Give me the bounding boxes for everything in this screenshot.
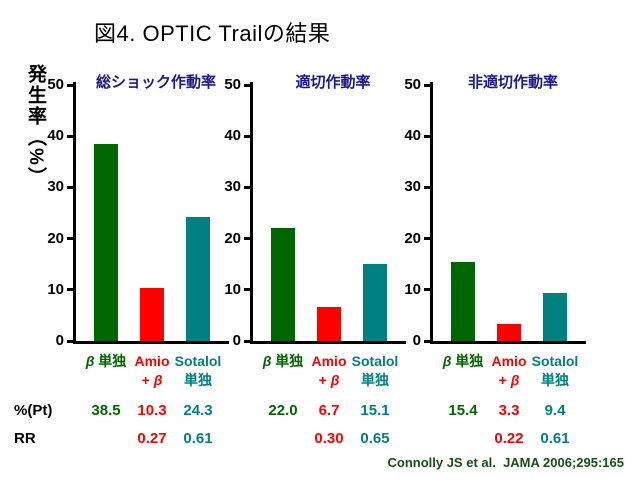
tick-label: 30 — [404, 178, 421, 196]
plot-area — [433, 85, 583, 341]
x-axis-line — [73, 341, 229, 344]
pct-value: 15.4 — [448, 402, 478, 419]
category-label: Sotalol 単独 — [531, 353, 579, 388]
tick-mark — [244, 83, 251, 87]
x-axis-line — [430, 341, 586, 344]
tick-label: 50 — [224, 76, 241, 93]
tick-mark — [244, 288, 251, 292]
pct-value: 38.5 — [91, 402, 121, 419]
tick-mark — [67, 237, 74, 241]
category-label: β 単独 — [262, 353, 304, 369]
tick-mark — [67, 339, 74, 343]
tick-mark — [67, 83, 74, 87]
rr-values: 0.30 0.65 — [253, 430, 403, 450]
rr-values: 0.27 0.61 — [76, 430, 226, 450]
tick-label: 20 — [224, 229, 241, 247]
tick-mark — [244, 339, 251, 343]
category-label: Sotalol 単独 — [174, 353, 222, 388]
tick-label: 0 — [412, 332, 421, 349]
y-axis-line — [73, 82, 76, 344]
category-label: Amio + β — [134, 353, 170, 388]
y-axis-line — [250, 82, 253, 344]
pct-value: 24.3 — [183, 402, 213, 419]
bar-amio-plus-beta — [140, 288, 164, 341]
tick-mark — [424, 134, 431, 138]
chart-title: 適切作動率 — [295, 74, 371, 91]
plot-area — [76, 85, 226, 341]
tick-mark — [67, 288, 74, 292]
pct-value: 15.1 — [360, 402, 390, 419]
tick-mark — [424, 237, 431, 241]
bar-beta-alone — [94, 143, 118, 341]
row-label-percent-pt: %(Pt) — [14, 402, 53, 419]
rr-values: 0.22 0.61 — [433, 430, 583, 450]
plot-area — [253, 85, 403, 341]
rr-value: 0.22 — [494, 430, 524, 447]
pct-value: 22.0 — [268, 402, 298, 419]
x-axis-line — [250, 341, 406, 344]
category-label: β 単独 — [442, 353, 484, 369]
bar-sotalol-alone — [363, 263, 387, 341]
tick-mark — [244, 134, 251, 138]
tick-label: 0 — [55, 332, 64, 349]
y-axis-line — [430, 82, 433, 344]
pct-values: 38.5 10.3 24.3 — [76, 402, 226, 422]
tick-label: 10 — [404, 280, 421, 298]
bar-beta-alone — [271, 228, 295, 341]
tick-label: 30 — [224, 178, 241, 196]
bar-amio-plus-beta — [317, 306, 341, 341]
rr-value: 0.27 — [137, 430, 167, 447]
tick-label: 10 — [47, 280, 64, 298]
tick-label: 20 — [404, 229, 421, 247]
tick-mark — [67, 185, 74, 189]
rr-value: 0.61 — [540, 430, 570, 447]
category-label: β 単独 — [85, 353, 127, 369]
pct-values: 15.4 3.3 9.4 — [433, 402, 583, 422]
tick-mark — [424, 339, 431, 343]
page-title: 図4. OPTIC Trailの結果 — [94, 21, 331, 46]
tick-mark — [67, 134, 74, 138]
category-labels: β 単独 Amio + β Sotalol 単独 — [253, 352, 403, 394]
tick-mark — [424, 83, 431, 87]
tick-mark — [424, 185, 431, 189]
pct-value: 10.3 — [137, 402, 167, 419]
tick-label: 30 — [47, 178, 64, 196]
rr-value: 0.65 — [360, 430, 390, 447]
tick-label: 40 — [224, 127, 241, 145]
chart-title: 非適切作動率 — [467, 74, 558, 91]
category-label: Amio + β — [311, 353, 347, 388]
bar-beta-alone — [451, 262, 475, 341]
bar-amio-plus-beta — [497, 324, 521, 341]
category-label: Sotalol 単独 — [351, 353, 399, 388]
category-label: Amio + β — [491, 353, 527, 388]
tick-mark — [244, 237, 251, 241]
tick-label: 40 — [404, 127, 421, 145]
category-labels: β 単独 Amio + β Sotalol 単独 — [76, 352, 226, 394]
y-axis-label: 発生率（%） — [25, 64, 46, 188]
rr-value: 0.61 — [183, 430, 213, 447]
tick-label: 40 — [47, 127, 64, 145]
pct-value: 6.7 — [318, 402, 340, 419]
pct-value: 3.3 — [498, 402, 520, 419]
bar-sotalol-alone — [543, 292, 567, 341]
tick-label: 50 — [47, 76, 64, 93]
chart-title: 総ショック作動率 — [95, 74, 216, 91]
tick-label: 20 — [47, 229, 64, 247]
tick-label: 0 — [232, 332, 241, 349]
category-labels: β 単独 Amio + β Sotalol 単独 — [433, 352, 583, 394]
pct-values: 22.0 6.7 15.1 — [253, 402, 403, 422]
tick-label: 50 — [404, 76, 421, 93]
tick-mark — [244, 185, 251, 189]
pct-value: 9.4 — [544, 402, 566, 419]
bar-sotalol-alone — [186, 216, 210, 341]
rr-value: 0.30 — [314, 430, 344, 447]
tick-mark — [424, 288, 431, 292]
tick-label: 10 — [224, 280, 241, 298]
citation: Connolly JS et al. JAMA 2006;295:165 — [387, 455, 624, 470]
row-label-rr: RR — [14, 430, 36, 447]
